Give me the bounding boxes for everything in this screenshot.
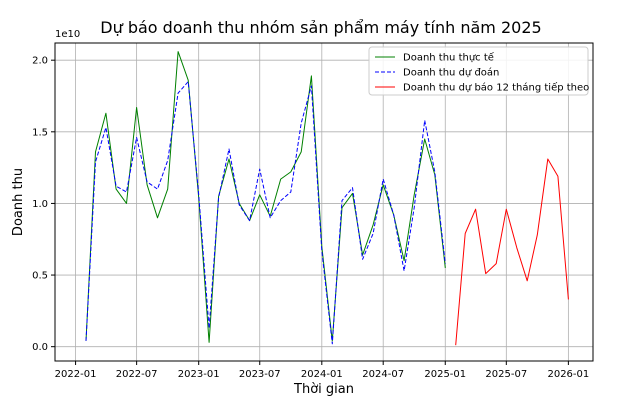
chart-title: Dự báo doanh thu nhóm sản phẩm máy tính … (100, 18, 541, 37)
x-axis-label: Thời gian (293, 382, 354, 397)
x-tick-label: 2022-07 (116, 369, 158, 380)
series-line-2 (85, 81, 446, 345)
legend-item-label: Doanh thu thực tế (403, 52, 495, 64)
legend-box (368, 46, 589, 96)
x-tick-label: 2025-01 (424, 369, 466, 380)
x-tick-label: 2026-01 (547, 369, 589, 380)
x-tick-label: 2025-07 (485, 369, 527, 380)
y-tick-label: 0.0 (32, 342, 48, 353)
x-tick-label: 2024-07 (362, 369, 404, 380)
y-offset-label: 1e10 (55, 29, 80, 40)
y-tick-label: 2.0 (32, 56, 48, 67)
y-tick-label: 1.0 (32, 199, 48, 210)
legend-item-label: Doanh thu dự đoán (403, 67, 499, 79)
x-tick-label: 2022-01 (55, 369, 97, 380)
x-tick-label: 2023-01 (178, 369, 220, 380)
y-tick-label: 0.5 (32, 271, 48, 282)
y-axis-label: Doanh thu (11, 168, 26, 236)
legend: Doanh thu thực tế Doanh thu dự đoán Doanh … (368, 46, 589, 96)
legend-item-label: Doanh thu dự báo 12 tháng tiếp theo (403, 82, 589, 94)
series-line-1 (85, 51, 446, 343)
plot-frame (54, 42, 594, 362)
series-line-3 (455, 158, 569, 346)
series-layer (85, 51, 569, 346)
x-tick-label: 2024-01 (301, 369, 343, 380)
y-axis: 0.0 0.5 1.0 1.5 2.0 (32, 56, 55, 353)
x-axis: 2022-01 2022-07 2023-01 2023-07 2024-01 2024-… (55, 361, 589, 380)
y-tick-label: 1.5 (32, 127, 48, 138)
x-tick-label: 2023-07 (239, 369, 281, 380)
